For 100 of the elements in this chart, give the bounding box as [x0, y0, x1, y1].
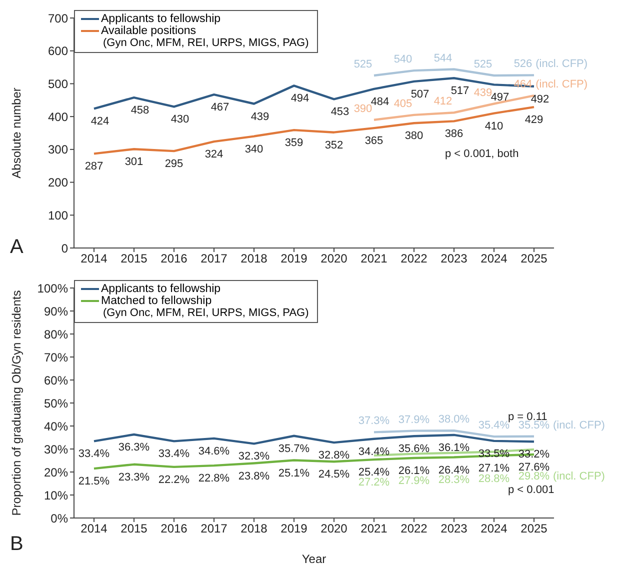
data-label: 484: [370, 96, 390, 108]
data-label: 540: [394, 54, 412, 66]
x-tick-label: 2017: [200, 522, 228, 536]
data-label: 23.3%: [118, 471, 150, 484]
data-label: 38.0%: [438, 414, 470, 426]
data-label: 494: [290, 92, 310, 105]
data-label: 453: [330, 106, 350, 118]
data-label: 29.8%: [518, 470, 550, 482]
data-label: 492: [530, 93, 550, 106]
y-tick-label: 400: [48, 110, 68, 124]
y-tick-label: 30%: [44, 442, 68, 456]
x-tick-label: 2025: [520, 522, 548, 536]
data-label: 380: [404, 130, 424, 142]
x-tick-label: 2015: [120, 252, 148, 266]
legend-label: Available positions (Gyn Onc, MFM, REI, URPS, MIGS, PAG): [101, 25, 309, 49]
data-label: 22.2%: [158, 474, 190, 486]
data-label: 33.4%: [158, 448, 190, 460]
x-tick-label: 2025: [520, 252, 548, 266]
y-axis-title: Proportion of graduating Ob/Gyn residents: [9, 290, 24, 516]
data-label: 340: [244, 143, 264, 156]
data-label: 287: [84, 160, 104, 173]
data-label: 34.4%: [358, 446, 390, 458]
x-tick-label: 2024: [480, 252, 508, 266]
data-label: 23.8%: [238, 470, 270, 482]
x-tick-label: 2021: [360, 522, 388, 536]
y-tick-label: 100: [48, 208, 68, 222]
x-tick-label: 2019: [280, 252, 308, 266]
x-tick-label: 2016: [160, 522, 188, 536]
data-label: 295: [164, 158, 184, 170]
data-label: 21.5%: [78, 476, 110, 488]
annotation: (incl. CFP): [553, 470, 605, 482]
legend-label: Applicants to fellowship: [101, 283, 221, 295]
x-tick-label: 2024: [480, 522, 508, 536]
y-tick-label: 100%: [37, 281, 68, 296]
data-label: 33.4%: [78, 448, 110, 460]
y-tick-label: 0: [61, 241, 68, 256]
x-tick-label: 2015: [120, 522, 148, 536]
data-label: 36.1%: [438, 442, 470, 454]
annotation: (incl. CFP): [536, 58, 588, 70]
data-label: 424: [90, 116, 110, 128]
data-label: 35.4%: [478, 420, 510, 432]
data-label: 429: [524, 114, 544, 126]
data-label: 458: [130, 104, 150, 117]
data-label: 27.2%: [358, 476, 390, 488]
y-tick-label: 500: [48, 76, 68, 91]
data-label: 525: [354, 58, 372, 70]
data-label: 365: [364, 135, 384, 148]
x-tick-label: 2018: [240, 522, 268, 536]
data-label: 467: [210, 102, 230, 114]
y-tick-label: 300: [48, 142, 68, 157]
y-tick-label: 200: [48, 176, 68, 190]
data-label: 26.1%: [398, 464, 430, 477]
annotation: p < 0.001, both: [445, 148, 519, 160]
y-tick-label: 50%: [44, 396, 68, 410]
y-tick-label: 80%: [44, 327, 68, 342]
y-tick-label: 70%: [44, 350, 68, 364]
text: A: [10, 236, 24, 259]
y-tick-label: 40%: [44, 419, 68, 434]
x-tick-label: 2020: [320, 522, 348, 536]
data-label: 34.6%: [198, 445, 230, 458]
data-label: 439: [250, 110, 270, 123]
data-label: 301: [124, 156, 144, 168]
x-tick-label: 2014: [80, 522, 108, 536]
x-tick-label: 2021: [360, 252, 388, 266]
x-tick-label: 2019: [280, 522, 308, 536]
x-tick-label: 2017: [200, 252, 228, 266]
data-label: 37.9%: [398, 414, 430, 426]
data-label: 32.3%: [238, 450, 270, 463]
y-tick-label: 700: [48, 11, 68, 26]
data-label: 525: [474, 58, 492, 70]
data-label: 35.5%: [518, 419, 550, 432]
data-label: 526: [514, 58, 532, 70]
x-tick-label: 2022: [400, 252, 428, 266]
data-label: 22.8%: [198, 472, 230, 485]
data-label: 35.6%: [398, 443, 430, 456]
data-label: 412: [434, 96, 452, 108]
data-label: 33.2%: [518, 448, 550, 461]
y-tick-label: 90%: [44, 304, 68, 318]
data-label: 37.3%: [358, 415, 390, 428]
data-label: 517: [450, 85, 470, 98]
data-label: 410: [484, 120, 504, 132]
y-tick-label: 600: [48, 44, 68, 58]
data-label: 390: [354, 102, 372, 115]
data-label: 324: [204, 148, 224, 161]
y-tick-label: 60%: [44, 373, 68, 388]
annotation: (incl. CFP): [553, 419, 605, 432]
x-tick-label: 2014: [80, 252, 108, 266]
y-axis-title: Absolute number: [9, 88, 24, 178]
x-tick-label: 2022: [400, 522, 428, 536]
x-tick-label: 2018: [240, 252, 268, 266]
data-label: 430: [170, 114, 190, 126]
data-label: 359: [284, 137, 304, 150]
x-tick-label: 2023: [440, 252, 468, 266]
line-series: [372, 68, 536, 77]
data-label: 36.3%: [118, 442, 150, 454]
x-tick-label: 2023: [440, 522, 468, 536]
data-label: 27.9%: [398, 474, 430, 487]
y-tick-label: 20%: [44, 465, 68, 480]
annotation: (incl. CFP): [536, 78, 588, 91]
data-label: 27.1%: [478, 462, 510, 475]
